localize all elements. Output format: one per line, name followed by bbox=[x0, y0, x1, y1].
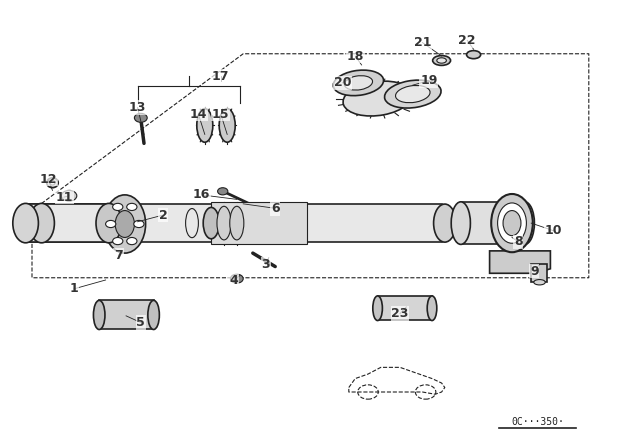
Text: 19: 19 bbox=[420, 74, 438, 87]
Ellipse shape bbox=[467, 51, 481, 59]
Text: 20: 20 bbox=[333, 76, 351, 90]
Text: 3: 3 bbox=[261, 258, 270, 271]
Ellipse shape bbox=[534, 280, 545, 285]
Ellipse shape bbox=[344, 76, 372, 90]
Text: 12: 12 bbox=[39, 172, 57, 186]
Ellipse shape bbox=[434, 204, 456, 242]
Text: 9: 9 bbox=[530, 264, 539, 278]
Text: 5: 5 bbox=[136, 316, 145, 329]
Ellipse shape bbox=[385, 80, 441, 108]
Circle shape bbox=[61, 190, 77, 201]
Text: 18: 18 bbox=[346, 49, 364, 63]
Ellipse shape bbox=[230, 206, 244, 240]
Text: 16: 16 bbox=[193, 188, 211, 202]
Circle shape bbox=[134, 113, 147, 122]
Text: 15: 15 bbox=[212, 108, 230, 121]
Bar bbox=[531, 264, 547, 282]
Ellipse shape bbox=[451, 202, 470, 245]
Ellipse shape bbox=[96, 203, 122, 243]
Text: 0C···350·: 0C···350· bbox=[511, 417, 564, 426]
Text: 21: 21 bbox=[413, 36, 431, 49]
Ellipse shape bbox=[29, 203, 54, 243]
Ellipse shape bbox=[217, 206, 231, 240]
Circle shape bbox=[134, 220, 144, 228]
Bar bbox=[211, 202, 307, 244]
Circle shape bbox=[113, 237, 123, 245]
Ellipse shape bbox=[219, 109, 236, 142]
Text: 8: 8 bbox=[514, 235, 523, 249]
Bar bbox=[461, 202, 525, 244]
Circle shape bbox=[106, 220, 116, 228]
Ellipse shape bbox=[436, 58, 447, 63]
Ellipse shape bbox=[197, 109, 212, 142]
Ellipse shape bbox=[47, 178, 58, 188]
Ellipse shape bbox=[13, 203, 38, 243]
Bar bbox=[378, 296, 432, 320]
Ellipse shape bbox=[372, 296, 383, 321]
Text: 10: 10 bbox=[545, 224, 563, 237]
Text: 17: 17 bbox=[212, 69, 230, 83]
Text: 6: 6 bbox=[271, 202, 280, 215]
Ellipse shape bbox=[515, 202, 534, 245]
Ellipse shape bbox=[115, 211, 134, 237]
Text: 14: 14 bbox=[189, 108, 207, 121]
Polygon shape bbox=[490, 251, 550, 273]
Ellipse shape bbox=[433, 56, 451, 65]
Ellipse shape bbox=[503, 211, 521, 236]
Text: 22: 22 bbox=[458, 34, 476, 47]
Text: 2: 2 bbox=[159, 208, 168, 222]
Circle shape bbox=[230, 274, 243, 283]
Text: 23: 23 bbox=[391, 307, 409, 320]
Ellipse shape bbox=[492, 194, 532, 252]
Ellipse shape bbox=[396, 86, 430, 103]
Ellipse shape bbox=[50, 181, 55, 185]
Bar bbox=[99, 300, 154, 329]
Circle shape bbox=[127, 237, 137, 245]
Ellipse shape bbox=[428, 296, 437, 321]
Text: 1: 1 bbox=[69, 282, 78, 296]
Text: 7: 7 bbox=[114, 249, 123, 262]
Ellipse shape bbox=[343, 81, 412, 116]
Ellipse shape bbox=[93, 301, 105, 330]
Ellipse shape bbox=[498, 203, 526, 243]
Bar bbox=[26, 204, 442, 242]
Ellipse shape bbox=[204, 207, 219, 239]
Ellipse shape bbox=[148, 301, 159, 330]
Text: 13: 13 bbox=[129, 101, 147, 114]
Text: 4: 4 bbox=[229, 273, 238, 287]
Circle shape bbox=[113, 203, 123, 211]
Circle shape bbox=[218, 188, 228, 195]
Ellipse shape bbox=[104, 195, 146, 253]
Circle shape bbox=[127, 203, 137, 211]
Text: 11: 11 bbox=[55, 190, 73, 204]
Ellipse shape bbox=[333, 70, 383, 96]
